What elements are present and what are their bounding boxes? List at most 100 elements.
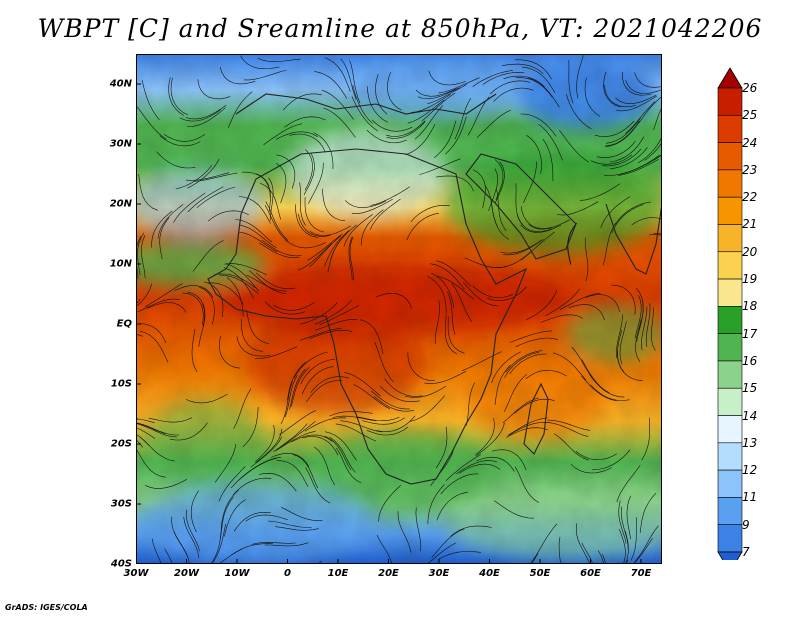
lon-label-70e: 70E	[630, 568, 652, 579]
streamline	[282, 93, 322, 111]
colorbar-segment	[717, 224, 743, 253]
streamline	[307, 233, 343, 261]
streamline	[414, 105, 444, 140]
streamline	[310, 376, 349, 393]
streamline	[343, 214, 373, 247]
streamline	[385, 120, 426, 137]
streamline	[276, 154, 296, 189]
streamline	[559, 293, 601, 311]
streamline	[214, 444, 237, 483]
streamline	[313, 132, 334, 170]
streamline	[430, 448, 455, 486]
streamline	[509, 330, 552, 343]
streamline	[576, 55, 584, 99]
streamline	[515, 59, 552, 80]
streamline	[136, 236, 142, 280]
streamline	[185, 105, 227, 120]
streamline	[192, 240, 224, 272]
streamline	[259, 242, 300, 259]
streamline	[163, 133, 206, 142]
streamline	[529, 555, 536, 564]
streamline	[501, 63, 544, 75]
colorbar-segment	[717, 306, 743, 334]
streamline	[198, 303, 205, 347]
streamline	[299, 327, 342, 341]
streamline	[626, 495, 631, 540]
streamline	[590, 154, 633, 165]
streamline	[264, 542, 309, 547]
colorbar-segment	[717, 142, 743, 171]
streamline	[136, 423, 177, 438]
streamline	[648, 234, 662, 236]
streamline	[151, 210, 173, 248]
colorbar-label: 11	[742, 490, 758, 505]
streamline	[434, 300, 440, 344]
colorbar-label: 25	[742, 108, 758, 123]
lat-label-eq: EQ	[116, 318, 132, 330]
streamline	[308, 162, 324, 204]
colorbar-label: 13	[742, 435, 758, 450]
streamline	[417, 87, 460, 100]
streamline	[169, 422, 208, 441]
streamline	[476, 422, 505, 456]
footer-credit: GrADS: IGES/COLA	[5, 603, 88, 612]
streamline	[159, 135, 201, 147]
colorbar-segment	[717, 415, 743, 444]
streamline	[584, 237, 589, 282]
streamline	[280, 381, 293, 425]
streamline	[187, 158, 220, 189]
streamline	[600, 196, 631, 229]
streamline	[321, 89, 354, 120]
streamline	[136, 439, 144, 448]
streamline	[324, 435, 352, 471]
colorbar-segment	[717, 360, 743, 389]
streamline	[415, 88, 457, 97]
colorbar-segment	[717, 442, 743, 471]
streamline	[444, 314, 458, 355]
lon-label-20w: 20W	[174, 568, 199, 579]
streamline	[620, 506, 629, 550]
streamline	[603, 71, 621, 108]
streamline	[268, 520, 312, 528]
streamline	[263, 123, 302, 145]
lat-label-30s: 30S	[110, 498, 132, 510]
streamline	[602, 554, 606, 564]
streamline	[351, 96, 379, 132]
streamline	[238, 231, 278, 253]
streamline	[225, 263, 260, 292]
streamline	[528, 219, 570, 230]
streamline	[146, 302, 187, 313]
streamline	[426, 542, 456, 564]
streamline	[137, 106, 167, 140]
streamline	[611, 204, 644, 234]
streamline	[616, 314, 623, 358]
streamline	[329, 411, 373, 417]
streamline	[164, 548, 173, 564]
streamline	[360, 209, 384, 246]
streamline	[434, 120, 457, 159]
streamline	[344, 200, 387, 208]
colorbar-segment	[717, 524, 743, 553]
streamline	[340, 420, 383, 433]
streamline	[208, 282, 244, 305]
streamline	[445, 116, 467, 155]
streamline	[362, 417, 405, 425]
streamline	[616, 464, 641, 503]
streamline	[349, 60, 361, 104]
streamline	[174, 285, 214, 298]
colorbar-label: 7	[742, 545, 750, 559]
streamline	[356, 416, 400, 422]
streamline	[273, 301, 315, 311]
streamline	[637, 135, 662, 164]
lon-label-30w: 30W	[123, 568, 149, 579]
streamline	[281, 507, 323, 521]
streamline	[514, 466, 540, 503]
streamline	[232, 477, 272, 496]
streamline	[424, 371, 467, 384]
streamline	[635, 287, 644, 330]
lon-label-10w: 10W	[224, 568, 250, 579]
streamline	[239, 224, 277, 249]
lon-label-30e: 30E	[428, 568, 450, 579]
streamline	[309, 225, 352, 236]
streamline	[314, 319, 358, 331]
